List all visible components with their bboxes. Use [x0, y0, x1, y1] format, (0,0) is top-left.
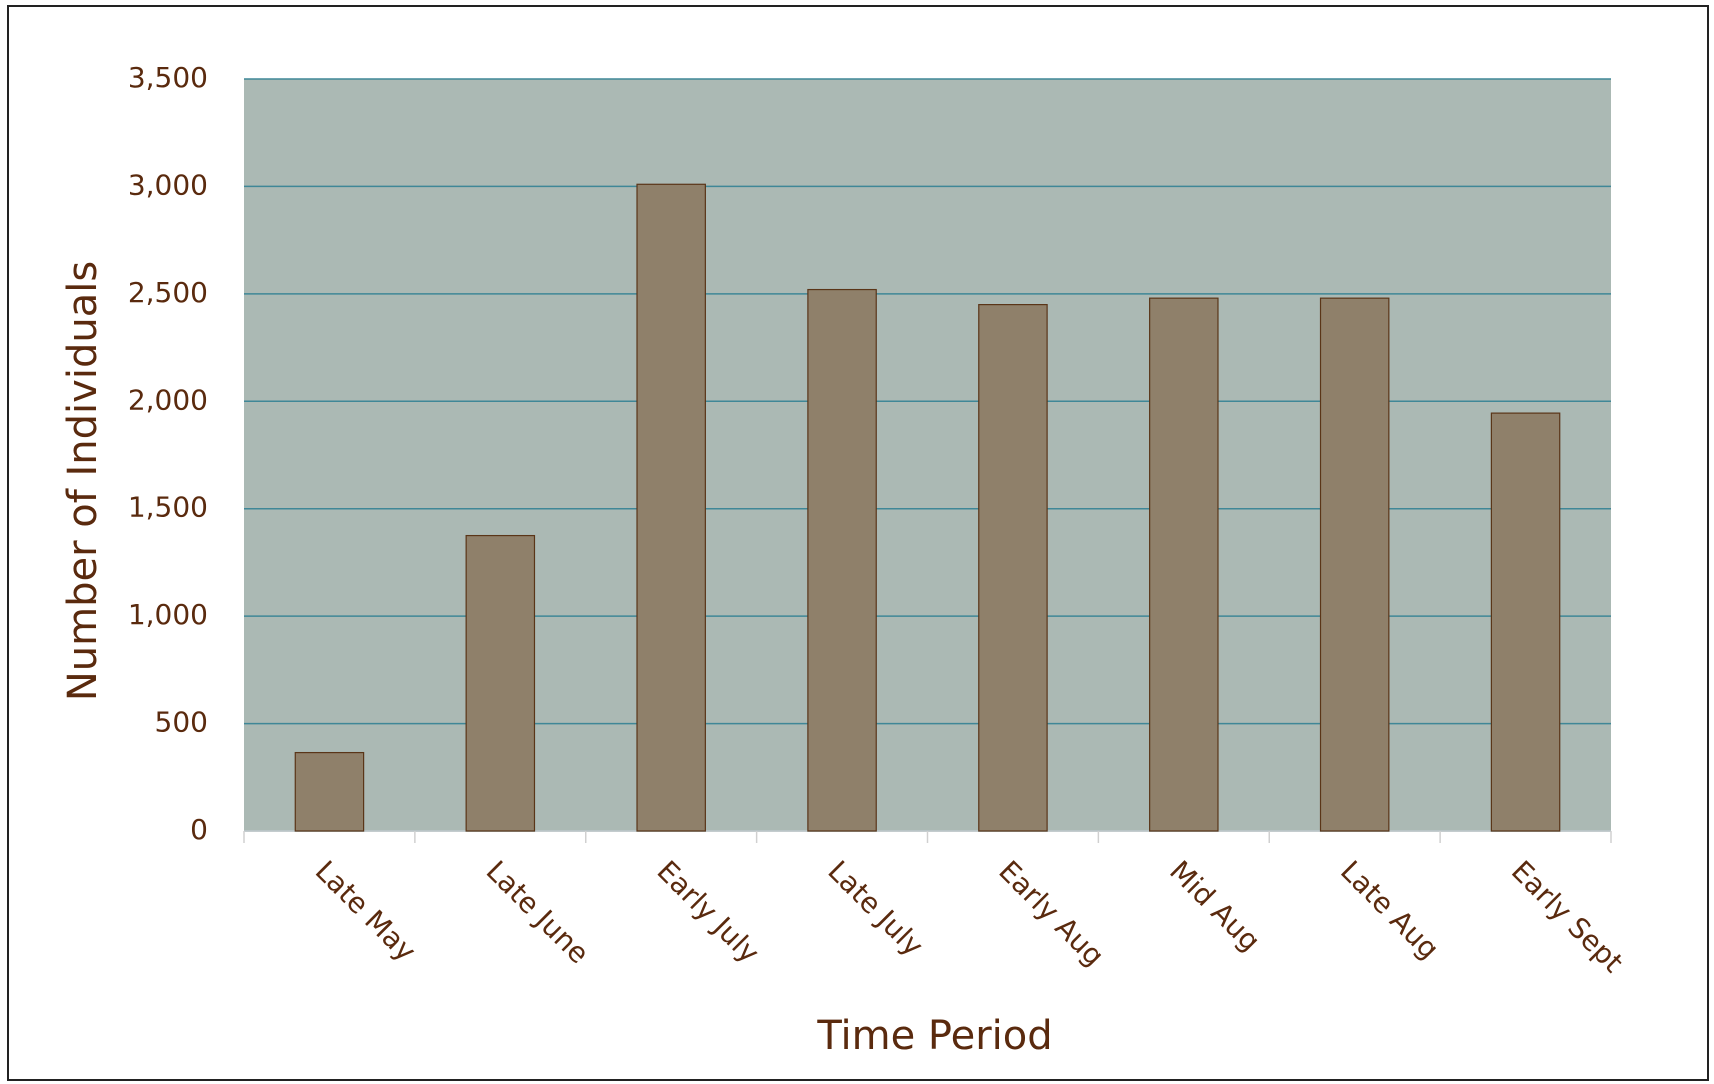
- bar: [1490, 412, 1561, 832]
- y-tick-label: 500: [155, 706, 208, 739]
- bar: [294, 751, 365, 832]
- y-tick-label: 2,500: [128, 276, 208, 309]
- x-axis-title: Time Period: [816, 1013, 1052, 1059]
- bar: [1149, 297, 1219, 832]
- bar: [807, 288, 877, 832]
- bar: [465, 534, 536, 832]
- bar: [1319, 297, 1390, 832]
- y-tick-label: 3,000: [128, 168, 208, 201]
- plot-area: [244, 79, 1611, 831]
- y-tick-label: 3,500: [128, 61, 208, 94]
- bar: [636, 183, 706, 832]
- y-tick-label: 2,000: [128, 383, 208, 416]
- y-tick-label: 1,000: [128, 598, 208, 631]
- y-tick-label: 1,500: [128, 491, 208, 524]
- y-axis-title: Number of Individuals: [60, 261, 106, 701]
- y-tick-label: 0: [190, 813, 208, 846]
- bar: [978, 304, 1048, 832]
